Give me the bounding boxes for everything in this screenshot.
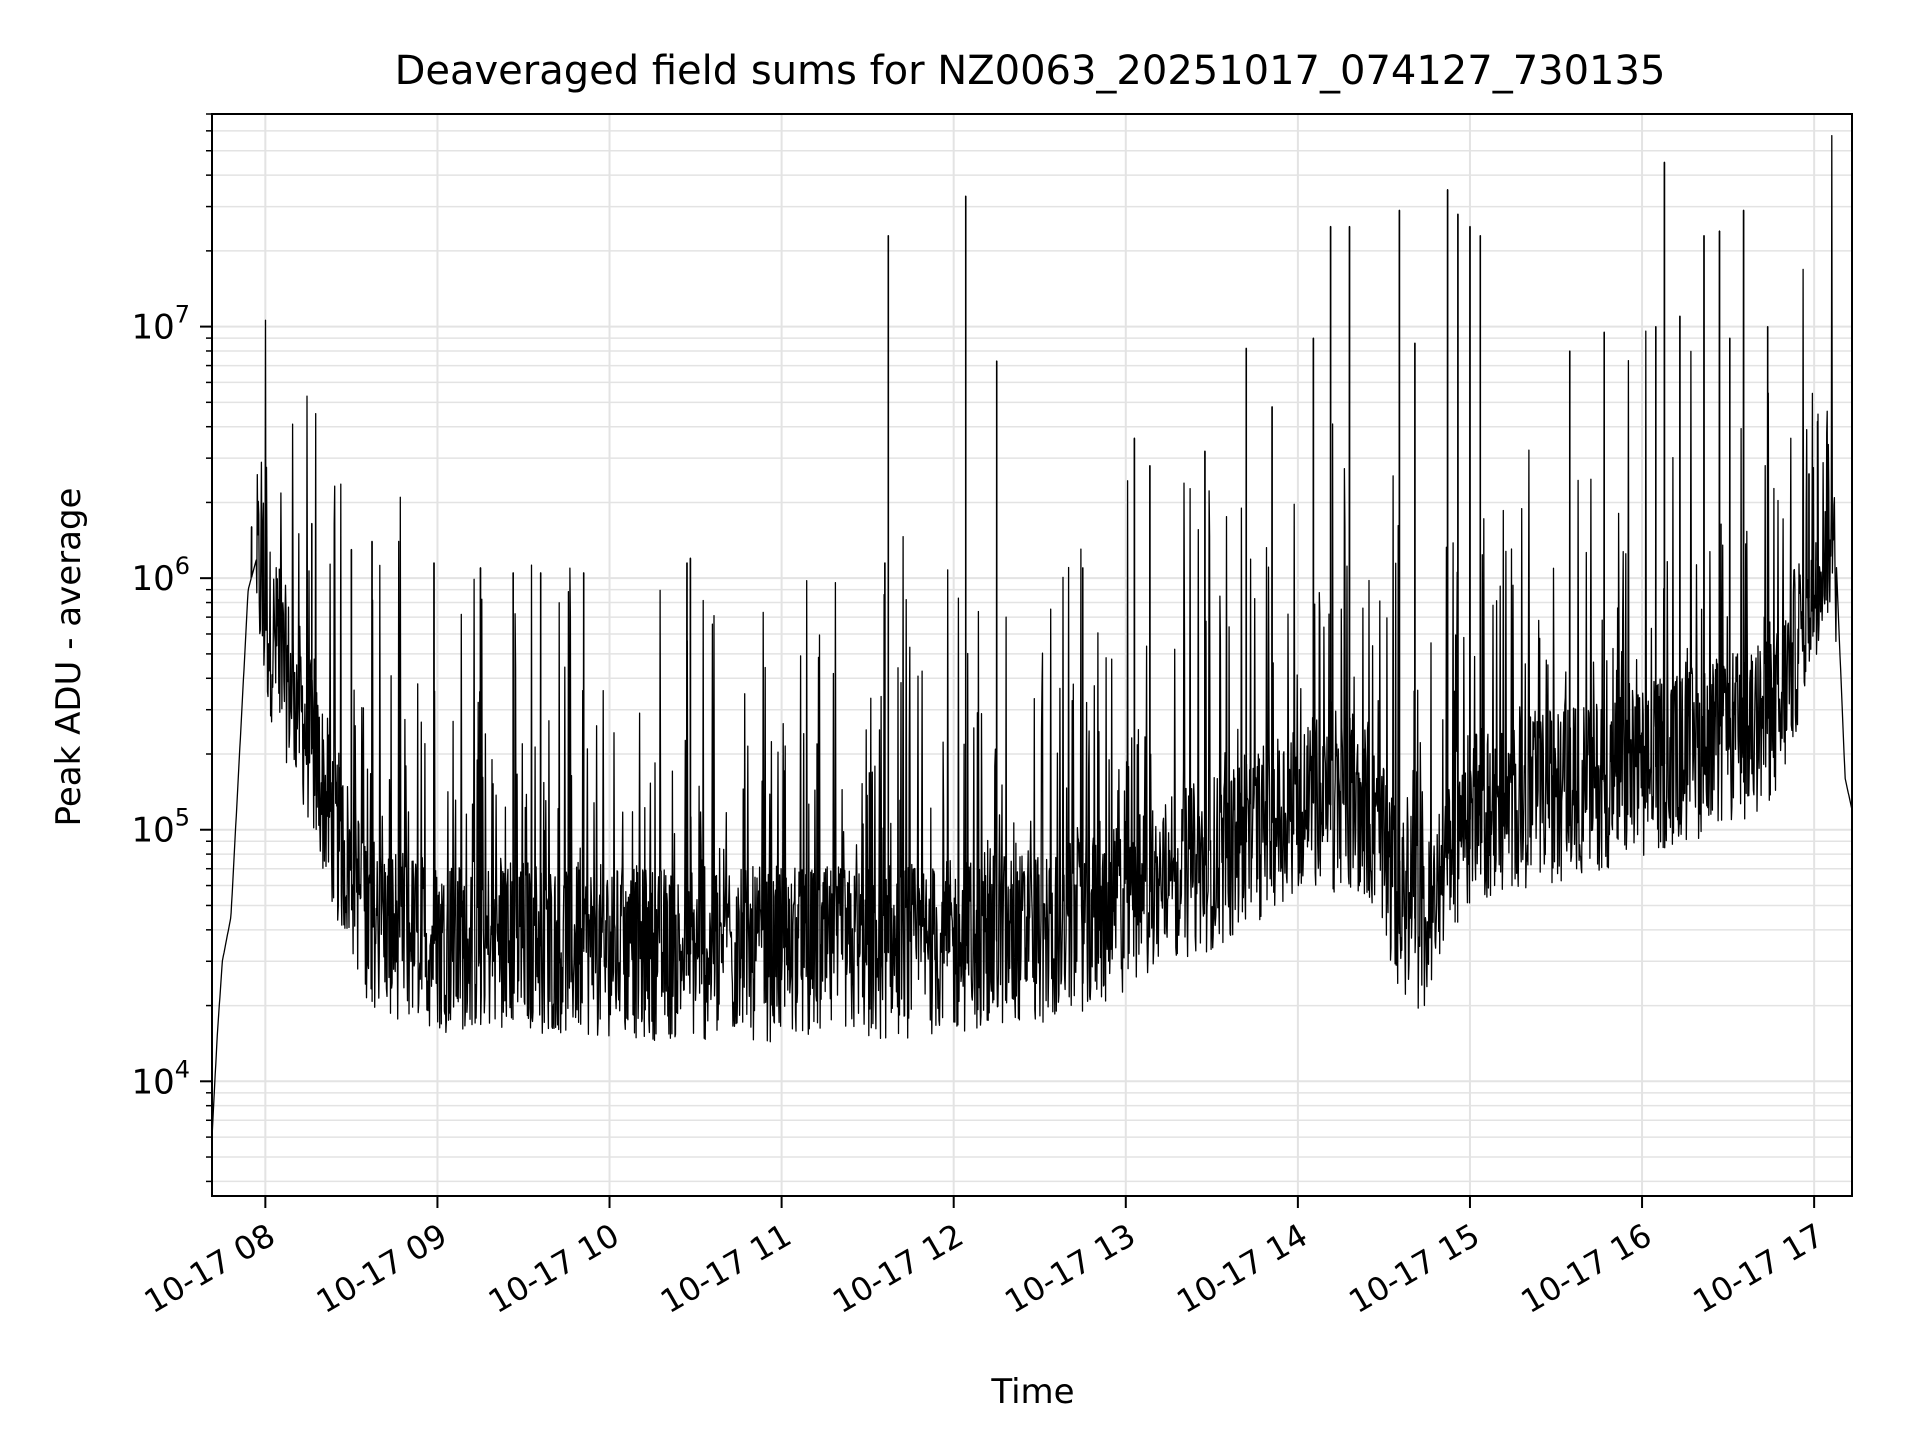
series-line-peak-adu <box>211 134 1853 1134</box>
y-tick-label: 107 <box>131 301 190 348</box>
y-axis: 104 105 106 107 <box>131 113 212 1183</box>
y-axis-label: Peak ADU - average <box>49 488 89 827</box>
series-container <box>211 134 1853 1134</box>
chart-title: Deaveraged field sums for NZ0063_2025101… <box>395 48 1666 94</box>
y-tick-label: 106 <box>131 552 190 599</box>
y-tick-label: 105 <box>131 804 190 851</box>
y-tick-label: 104 <box>131 1055 190 1102</box>
x-axis-label: Time <box>990 1372 1074 1412</box>
plot-frame <box>211 113 1853 1197</box>
